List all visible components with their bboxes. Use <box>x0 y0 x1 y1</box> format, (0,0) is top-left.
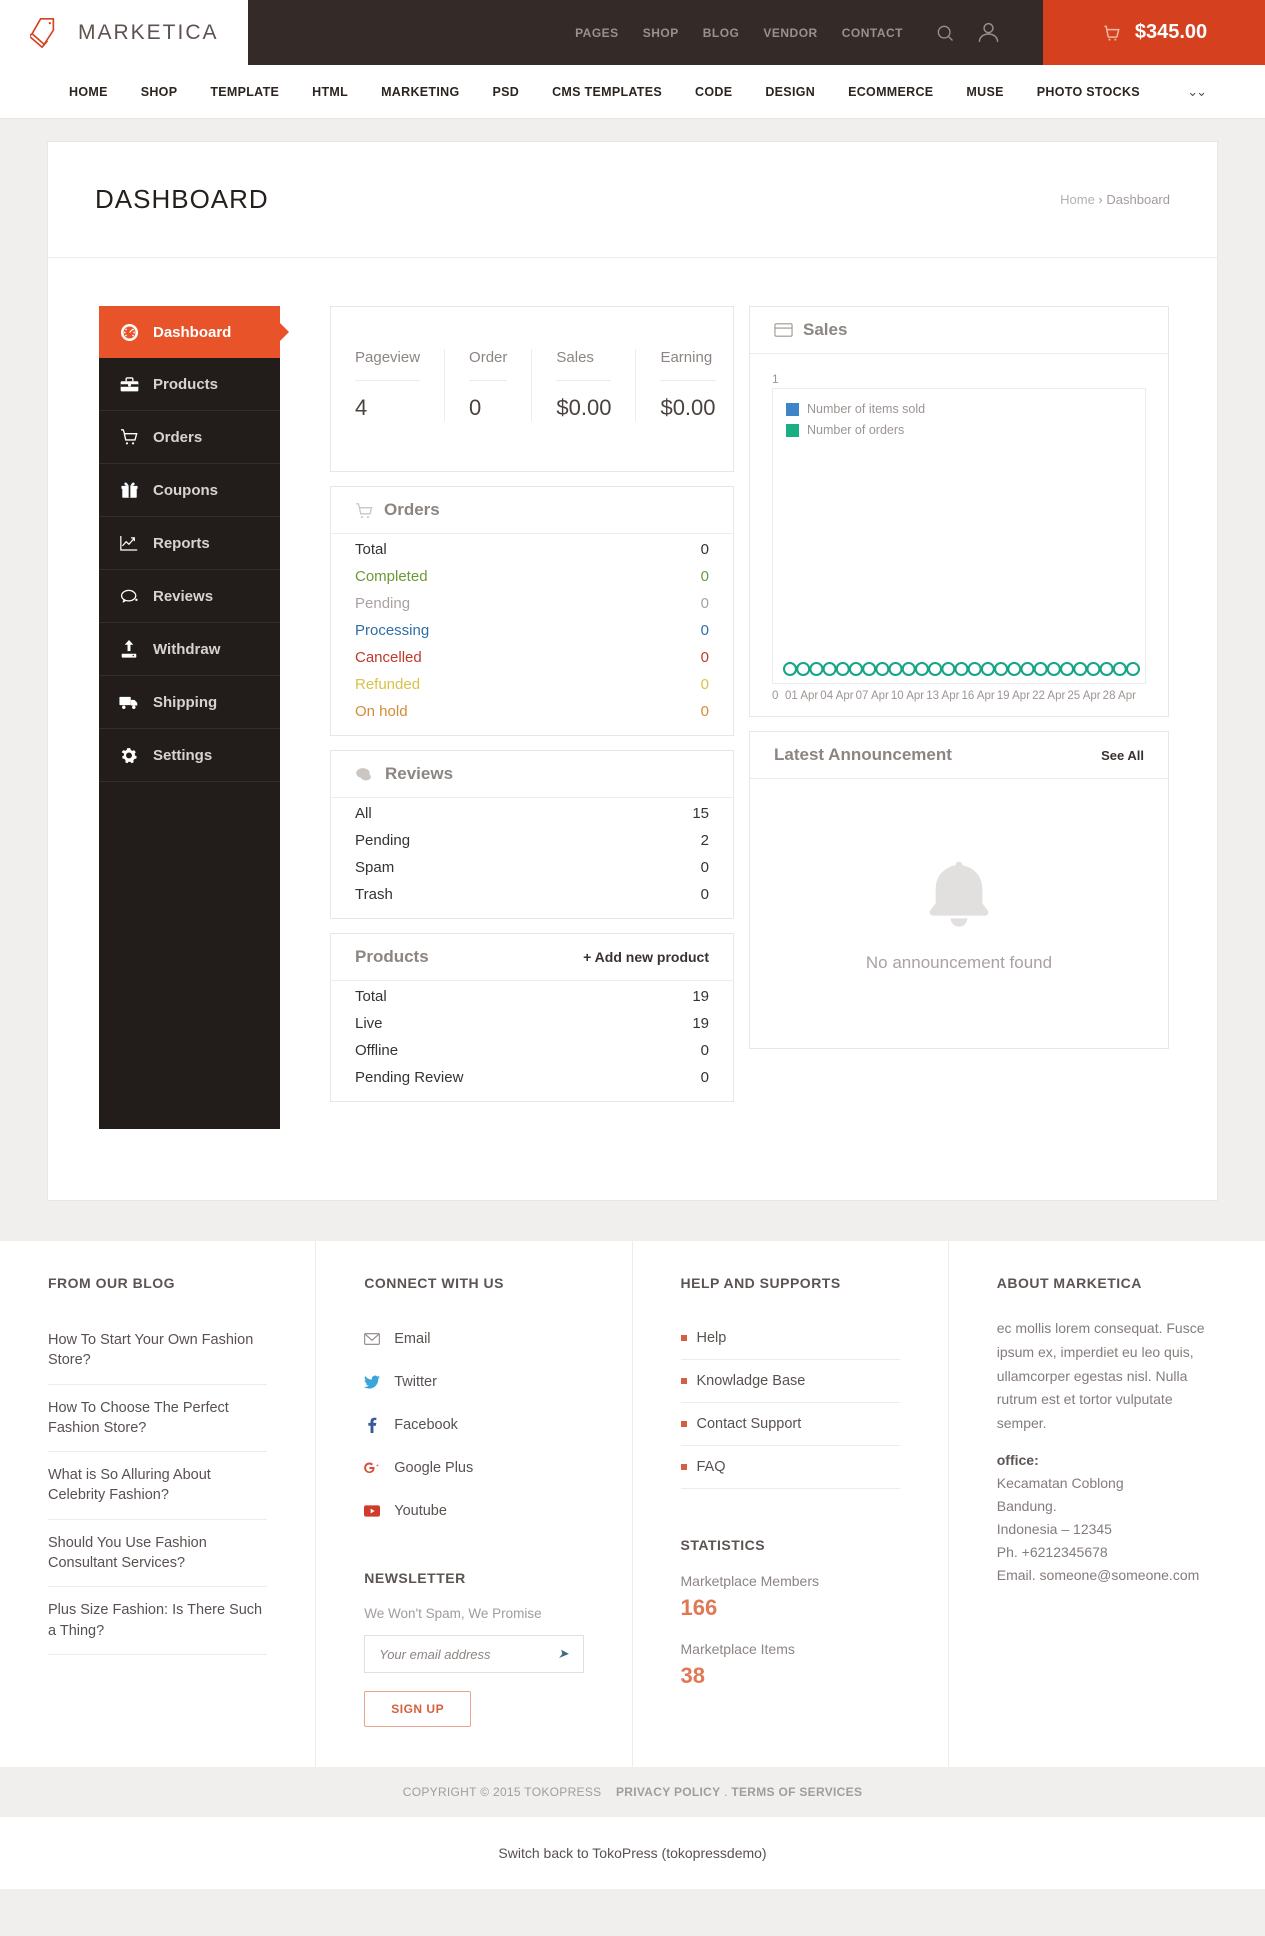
svg-text:+: + <box>376 1462 379 1468</box>
